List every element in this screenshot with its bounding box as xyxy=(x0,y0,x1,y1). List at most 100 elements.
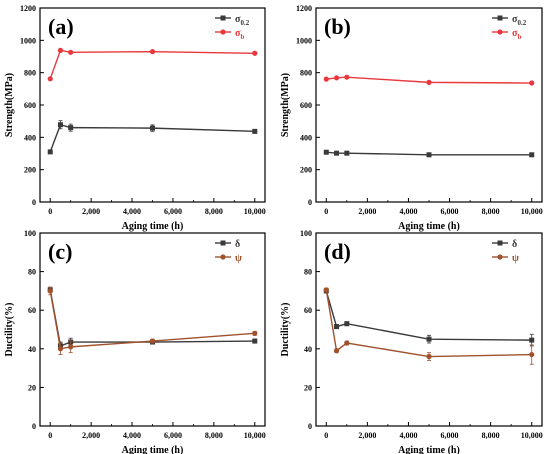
y-tick-label: 200 xyxy=(300,166,312,175)
y-axis-label: Ductility(%) xyxy=(280,303,291,357)
chart-panel-4: 0 2,000 4,000 6,000 8,000 10,000 0 20 40 60 80 100 A… xyxy=(280,229,543,454)
data-point xyxy=(57,47,64,53)
data-point xyxy=(57,122,63,128)
y-tick-label: 40 xyxy=(28,345,36,354)
legend-marker xyxy=(497,29,503,35)
x-tick-label: 2,000 xyxy=(358,431,376,440)
legend-label: σb xyxy=(512,28,521,41)
data-point xyxy=(426,79,432,85)
x-tick-label: 4,000 xyxy=(399,207,417,216)
legend-label: δ xyxy=(235,239,240,250)
y-tick-label: 0 xyxy=(308,422,312,431)
x-tick-label: 10,000 xyxy=(244,431,266,440)
legend-marker xyxy=(220,29,226,35)
legend-label: ψ xyxy=(512,253,519,264)
x-axis-label: Aging time (h) xyxy=(398,445,460,454)
series-1: σ0.2 xyxy=(323,14,535,158)
legend-label: ψ xyxy=(235,253,242,264)
series-line xyxy=(325,289,532,358)
legend-label: δ xyxy=(512,239,517,250)
data-point xyxy=(529,337,535,343)
x-tick-label: 0 xyxy=(48,207,52,216)
x-tick-label: 4,000 xyxy=(399,431,417,440)
y-tick-label: 400 xyxy=(300,133,312,142)
y-tick-label: 0 xyxy=(32,422,36,431)
data-point xyxy=(323,287,329,293)
series-1: σ0.2 xyxy=(47,14,258,155)
data-point xyxy=(68,125,74,131)
y-tick-label: 1200 xyxy=(296,4,312,13)
panel-label: (d) xyxy=(324,239,351,264)
data-point xyxy=(47,76,53,82)
y-tick-label: 40 xyxy=(304,345,312,354)
x-axis-label: Aging time (h) xyxy=(122,221,184,232)
series-1: δ xyxy=(323,239,535,347)
data-point xyxy=(252,50,258,56)
data-point xyxy=(252,330,258,336)
y-axis-label: Strength(MPa) xyxy=(4,73,15,137)
legend-marker xyxy=(497,254,503,260)
chart-panel-3: 0 2,000 4,000 6,000 8,000 10,000 0 20 40 60 80 100 A… xyxy=(4,229,266,454)
y-tick-label: 20 xyxy=(304,383,312,392)
data-point xyxy=(529,351,535,358)
plot-frame xyxy=(39,232,266,427)
x-tick-label: 8,000 xyxy=(205,207,223,216)
data-point xyxy=(149,49,156,55)
y-tick-label: 60 xyxy=(304,306,312,315)
chart-panel-1: 0 2,000 4,000 6,000 8,000 10,000 0 200 400 600 800… xyxy=(4,4,266,232)
y-tick-label: 20 xyxy=(28,383,36,392)
x-tick-label: 6,000 xyxy=(164,207,182,216)
series-2: ψ xyxy=(47,253,258,355)
legend-marker xyxy=(220,240,226,246)
panel-label: (c) xyxy=(48,239,72,264)
data-point xyxy=(334,324,340,330)
x-tick-label: 4,000 xyxy=(123,431,141,440)
x-tick-label: 8,000 xyxy=(205,431,223,440)
series-2: σb xyxy=(47,28,258,82)
x-axis-label: Aging time (h) xyxy=(122,445,184,454)
x-axis-label: Aging time (h) xyxy=(398,221,460,232)
y-tick-label: 80 xyxy=(304,268,312,277)
data-point xyxy=(68,49,74,55)
y-axis-label: Ductility(%) xyxy=(4,303,15,357)
data-point xyxy=(426,152,432,158)
y-tick-label: 60 xyxy=(28,306,36,315)
x-tick-label: 4,000 xyxy=(123,207,141,216)
x-tick-label: 8,000 xyxy=(482,431,500,440)
data-point xyxy=(344,321,350,327)
y-tick-label: 100 xyxy=(24,229,36,238)
x-tick-label: 10,000 xyxy=(521,207,543,216)
legend-label: σb xyxy=(235,28,244,41)
x-tick-label: 10,000 xyxy=(244,207,266,216)
legend-marker xyxy=(497,240,503,246)
data-point xyxy=(252,338,258,344)
chart-panel-2: 0 2,000 4,000 6,000 8,000 10,000 0 200 400 600 800… xyxy=(280,4,543,232)
data-point xyxy=(529,80,535,86)
series-1: δ xyxy=(47,239,258,351)
y-tick-label: 600 xyxy=(300,101,312,110)
data-point xyxy=(47,288,53,294)
y-tick-label: 0 xyxy=(308,198,312,207)
x-tick-label: 2,000 xyxy=(82,431,100,440)
y-tick-label: 800 xyxy=(300,69,312,78)
x-tick-label: 8,000 xyxy=(482,207,500,216)
y-tick-label: 0 xyxy=(32,198,36,207)
x-tick-label: 0 xyxy=(324,431,328,440)
legend-marker xyxy=(220,254,226,260)
plot-frame xyxy=(39,7,266,203)
y-tick-label: 200 xyxy=(24,166,36,175)
series-2: ψ xyxy=(323,253,535,365)
data-point xyxy=(47,149,53,155)
y-tick-label: 400 xyxy=(24,133,36,142)
data-point xyxy=(252,128,258,134)
data-point xyxy=(323,149,329,155)
series-2: σb xyxy=(323,28,535,86)
series-line xyxy=(49,49,255,80)
x-tick-label: 6,000 xyxy=(441,207,459,216)
legend-marker xyxy=(497,15,503,21)
data-point xyxy=(323,76,329,82)
x-tick-label: 0 xyxy=(324,207,328,216)
x-tick-label: 0 xyxy=(48,431,52,440)
data-point xyxy=(150,125,155,131)
data-point xyxy=(426,353,432,360)
